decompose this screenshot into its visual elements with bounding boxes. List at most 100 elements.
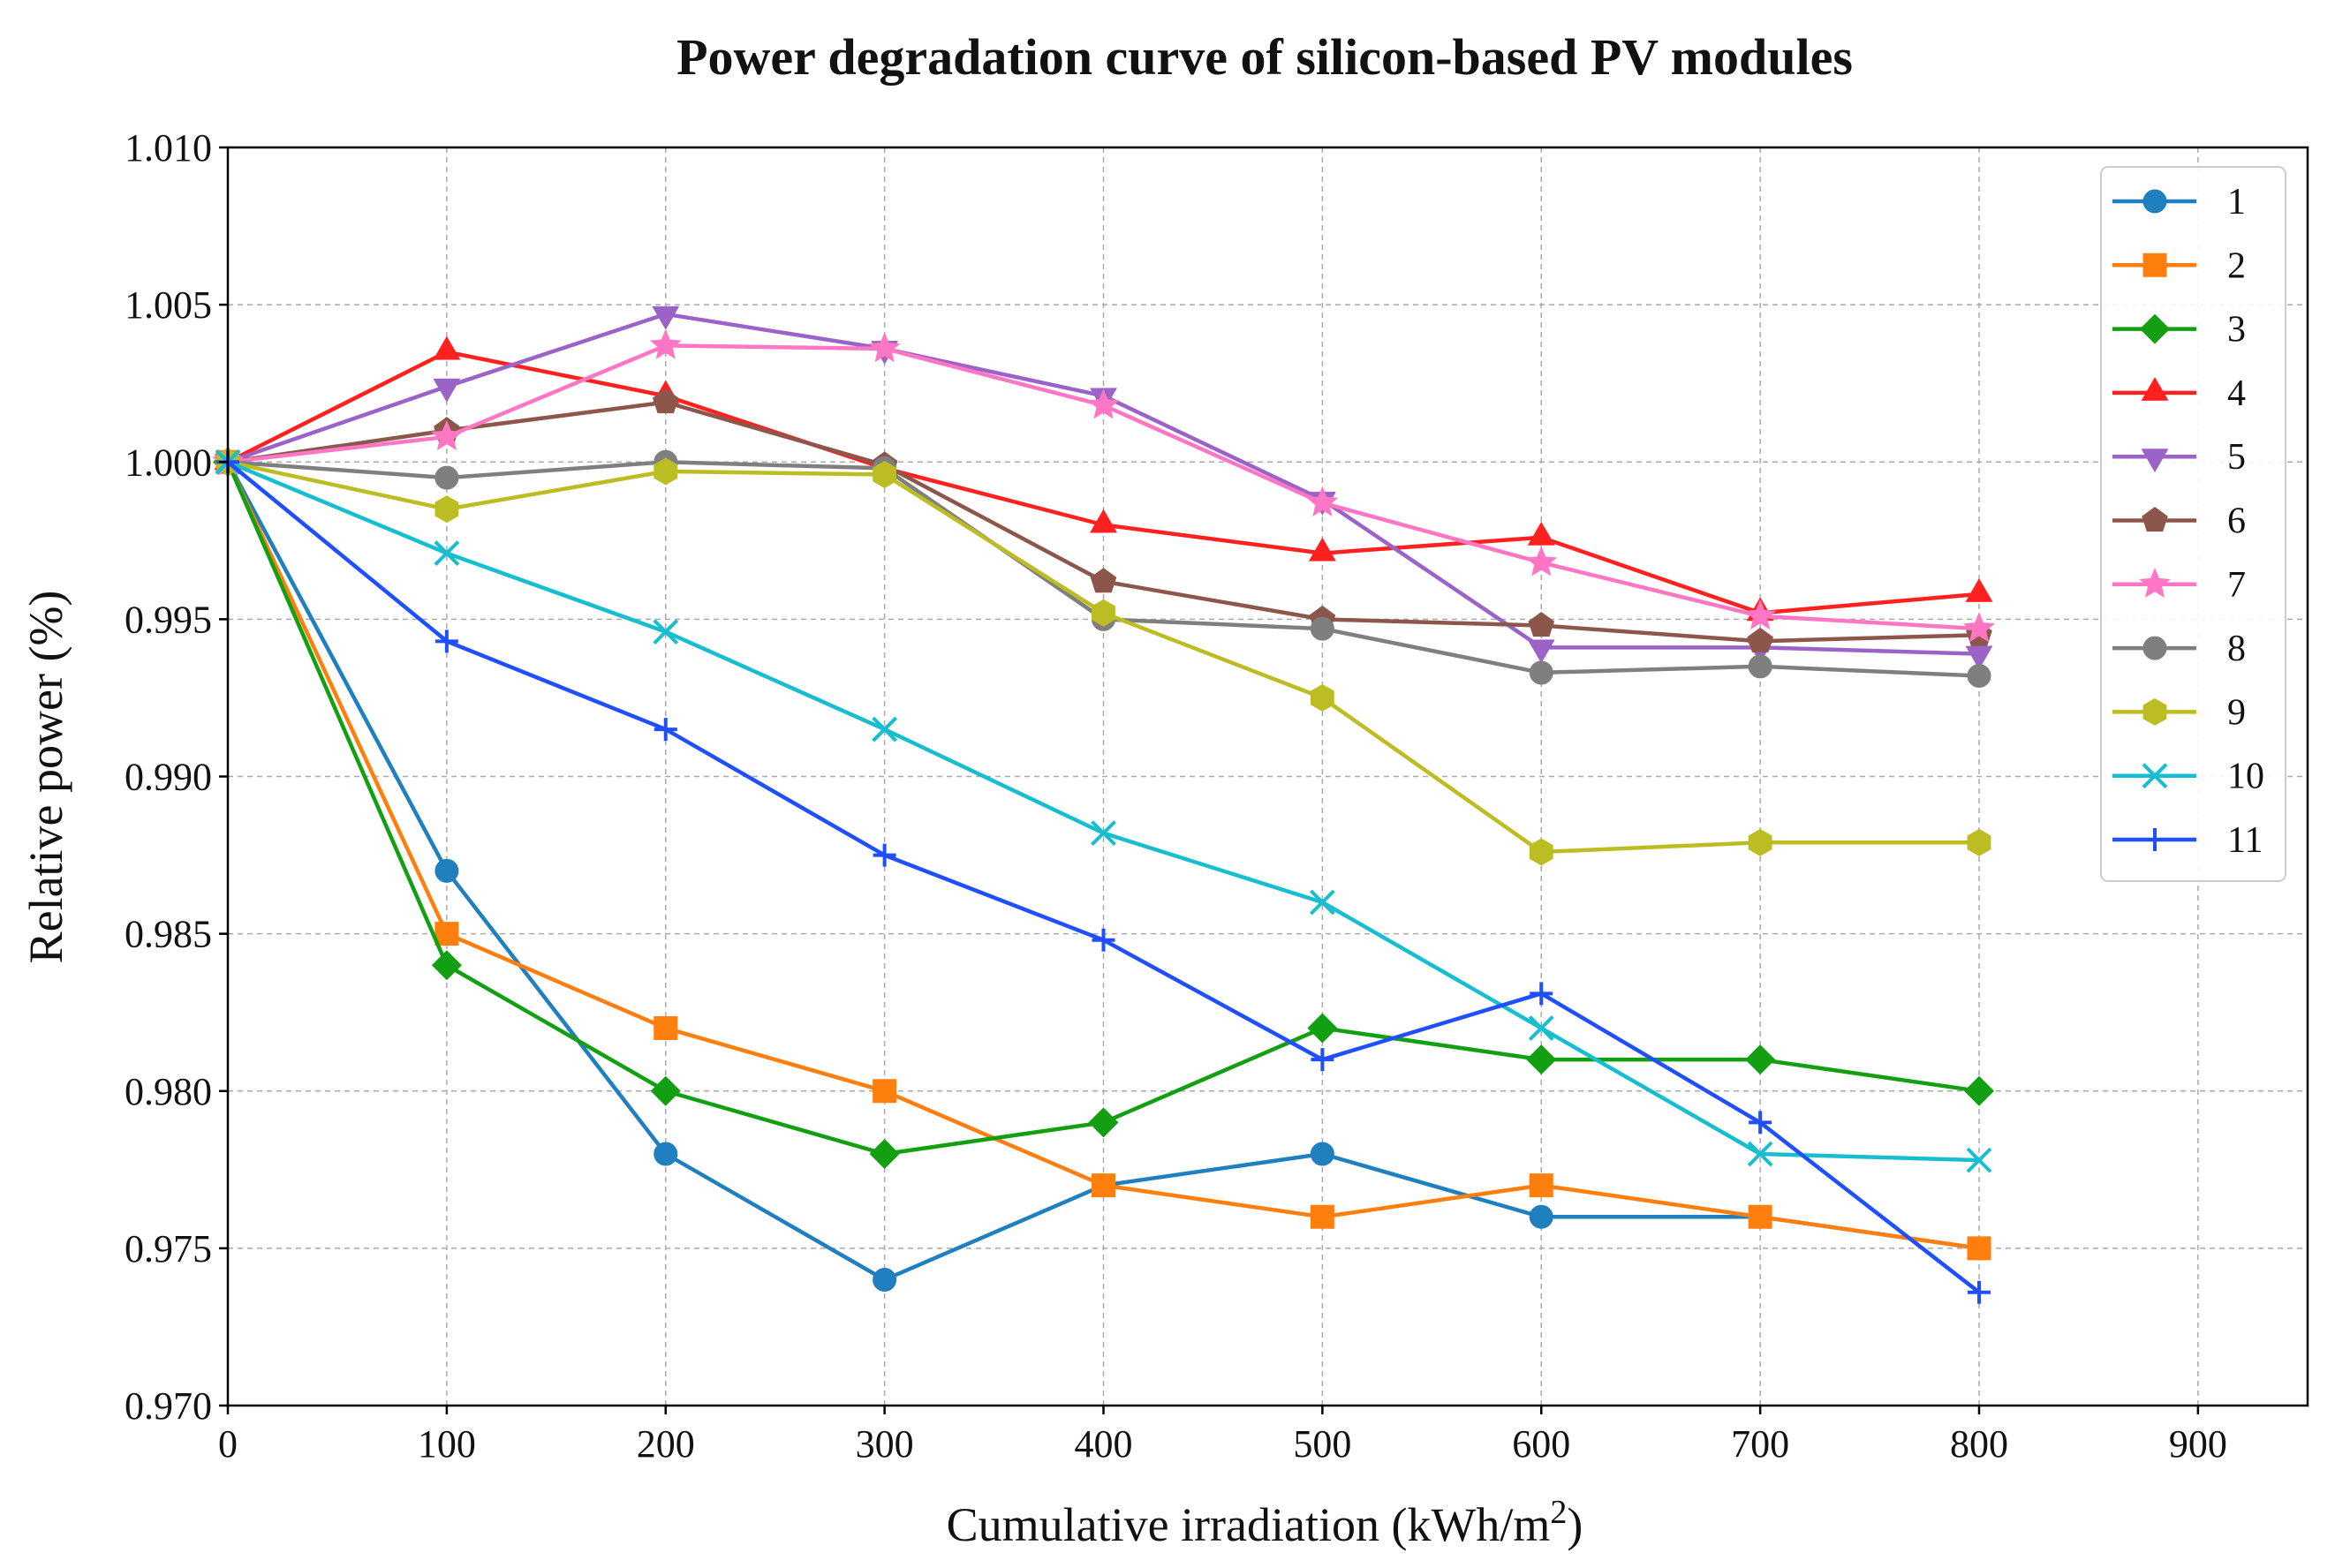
data-point-2 [654, 1016, 678, 1040]
data-point-11-shape [1968, 1280, 1991, 1304]
data-point-3-shape [869, 1138, 900, 1170]
data-point-8 [1310, 616, 1334, 641]
legend-item: 7 [2112, 565, 2246, 606]
data-point-3 [1745, 1044, 1776, 1075]
data-point-9 [1967, 828, 1991, 856]
y-tick-label: 0.980 [125, 1070, 212, 1113]
data-point-9 [654, 457, 678, 486]
data-point-1 [654, 1142, 678, 1166]
series-group [212, 305, 1995, 1304]
data-point-9-shape [1092, 599, 1115, 627]
series-7 [212, 328, 1995, 643]
data-point-3-shape [650, 1075, 681, 1106]
data-point-3-shape [431, 950, 462, 981]
data-point-9 [1092, 599, 1115, 627]
legend-marker-shape [2142, 763, 2168, 789]
data-point-3 [869, 1138, 900, 1170]
data-point-2-shape [1310, 1204, 1334, 1229]
legend-marker [2142, 763, 2168, 789]
series-9 [215, 448, 1991, 866]
y-tick-label: 0.990 [125, 756, 212, 799]
legend-marker-shape [2143, 828, 2166, 851]
data-point-4-shape [1308, 537, 1336, 562]
data-point-2 [1092, 1173, 1115, 1198]
legend-item: 6 [2112, 501, 2246, 542]
data-point-7 [1744, 599, 1777, 630]
data-point-7-shape [430, 419, 463, 451]
data-point-8 [1748, 654, 1772, 679]
data-point-6-shape [1528, 611, 1555, 637]
legend-label: 10 [2227, 757, 2264, 797]
data-point-7 [649, 328, 682, 359]
data-point-6-shape [1747, 627, 1773, 652]
data-point-2-shape [435, 922, 459, 946]
legend-item: 4 [2112, 373, 2246, 414]
legend-marker-shape [2142, 697, 2167, 726]
legend-item: 8 [2112, 629, 2246, 669]
data-point-8-shape [1967, 664, 1991, 688]
data-point-6 [652, 388, 679, 414]
legend-marker-shape [2141, 449, 2169, 473]
data-point-11 [1749, 1111, 1772, 1135]
data-point-9 [435, 495, 459, 524]
data-point-9 [1529, 838, 1553, 866]
series-2 [215, 449, 1991, 1261]
y-tick-label: 0.970 [125, 1384, 212, 1428]
data-point-11 [1968, 1280, 1991, 1304]
data-point-7-shape [1087, 388, 1120, 419]
legend-label: 3 [2227, 310, 2246, 351]
x-tick-label: 600 [1512, 1422, 1570, 1466]
data-point-2-shape [654, 1016, 678, 1040]
data-point-11-shape [1092, 928, 1115, 952]
y-axis-label: Relative power (%) [19, 591, 72, 964]
legend-marker [2143, 828, 2166, 851]
data-point-7 [868, 332, 901, 363]
data-point-7-shape [1525, 546, 1558, 577]
data-point-3 [1307, 1013, 1338, 1044]
data-point-8 [1529, 660, 1553, 685]
data-point-3 [1526, 1044, 1557, 1075]
data-point-1-shape [654, 1142, 678, 1166]
data-point-11 [435, 629, 458, 653]
data-point-11 [1311, 1048, 1334, 1072]
legend-marker [2142, 189, 2167, 214]
data-point-7 [1306, 486, 1339, 516]
data-point-2 [1310, 1204, 1334, 1229]
data-point-10 [434, 540, 460, 566]
data-point-5 [1965, 645, 1993, 670]
y-tick-label: 1.005 [125, 283, 212, 327]
data-point-1-shape [873, 1268, 897, 1292]
legend-label: 11 [2227, 820, 2263, 861]
x-tick-label: 800 [1950, 1422, 2008, 1466]
data-point-7 [1525, 546, 1558, 577]
data-point-8 [435, 465, 459, 490]
y-tick-label: 0.995 [125, 598, 212, 641]
legend-item: 9 [2112, 692, 2246, 733]
data-point-10 [1091, 820, 1116, 847]
data-point-10-shape [1528, 1015, 1554, 1041]
data-point-1 [1310, 1142, 1334, 1166]
data-point-10-shape [1747, 1141, 1773, 1167]
x-tick-label: 700 [1731, 1422, 1789, 1466]
y-tick-label: 1.000 [125, 441, 212, 484]
data-point-6-shape [652, 388, 679, 414]
data-point-8-shape [1529, 660, 1553, 685]
legend-item: 11 [2112, 820, 2263, 861]
legend-marker-shape [2142, 506, 2168, 532]
data-point-5 [1527, 639, 1555, 664]
data-point-9 [873, 461, 897, 488]
data-point-6 [1528, 611, 1555, 637]
data-point-3-shape [1745, 1044, 1776, 1075]
data-point-10-shape [1966, 1147, 1992, 1173]
data-point-2-shape [1529, 1173, 1553, 1198]
legend-marker [2142, 506, 2168, 532]
data-point-2 [435, 922, 459, 946]
data-point-7-shape [868, 332, 901, 363]
data-point-3 [650, 1075, 681, 1106]
data-point-9-shape [1529, 838, 1553, 866]
y-tick-label: 0.975 [125, 1227, 212, 1270]
data-point-10 [1747, 1141, 1773, 1167]
data-point-2 [873, 1079, 897, 1104]
data-point-3 [1963, 1075, 1995, 1106]
